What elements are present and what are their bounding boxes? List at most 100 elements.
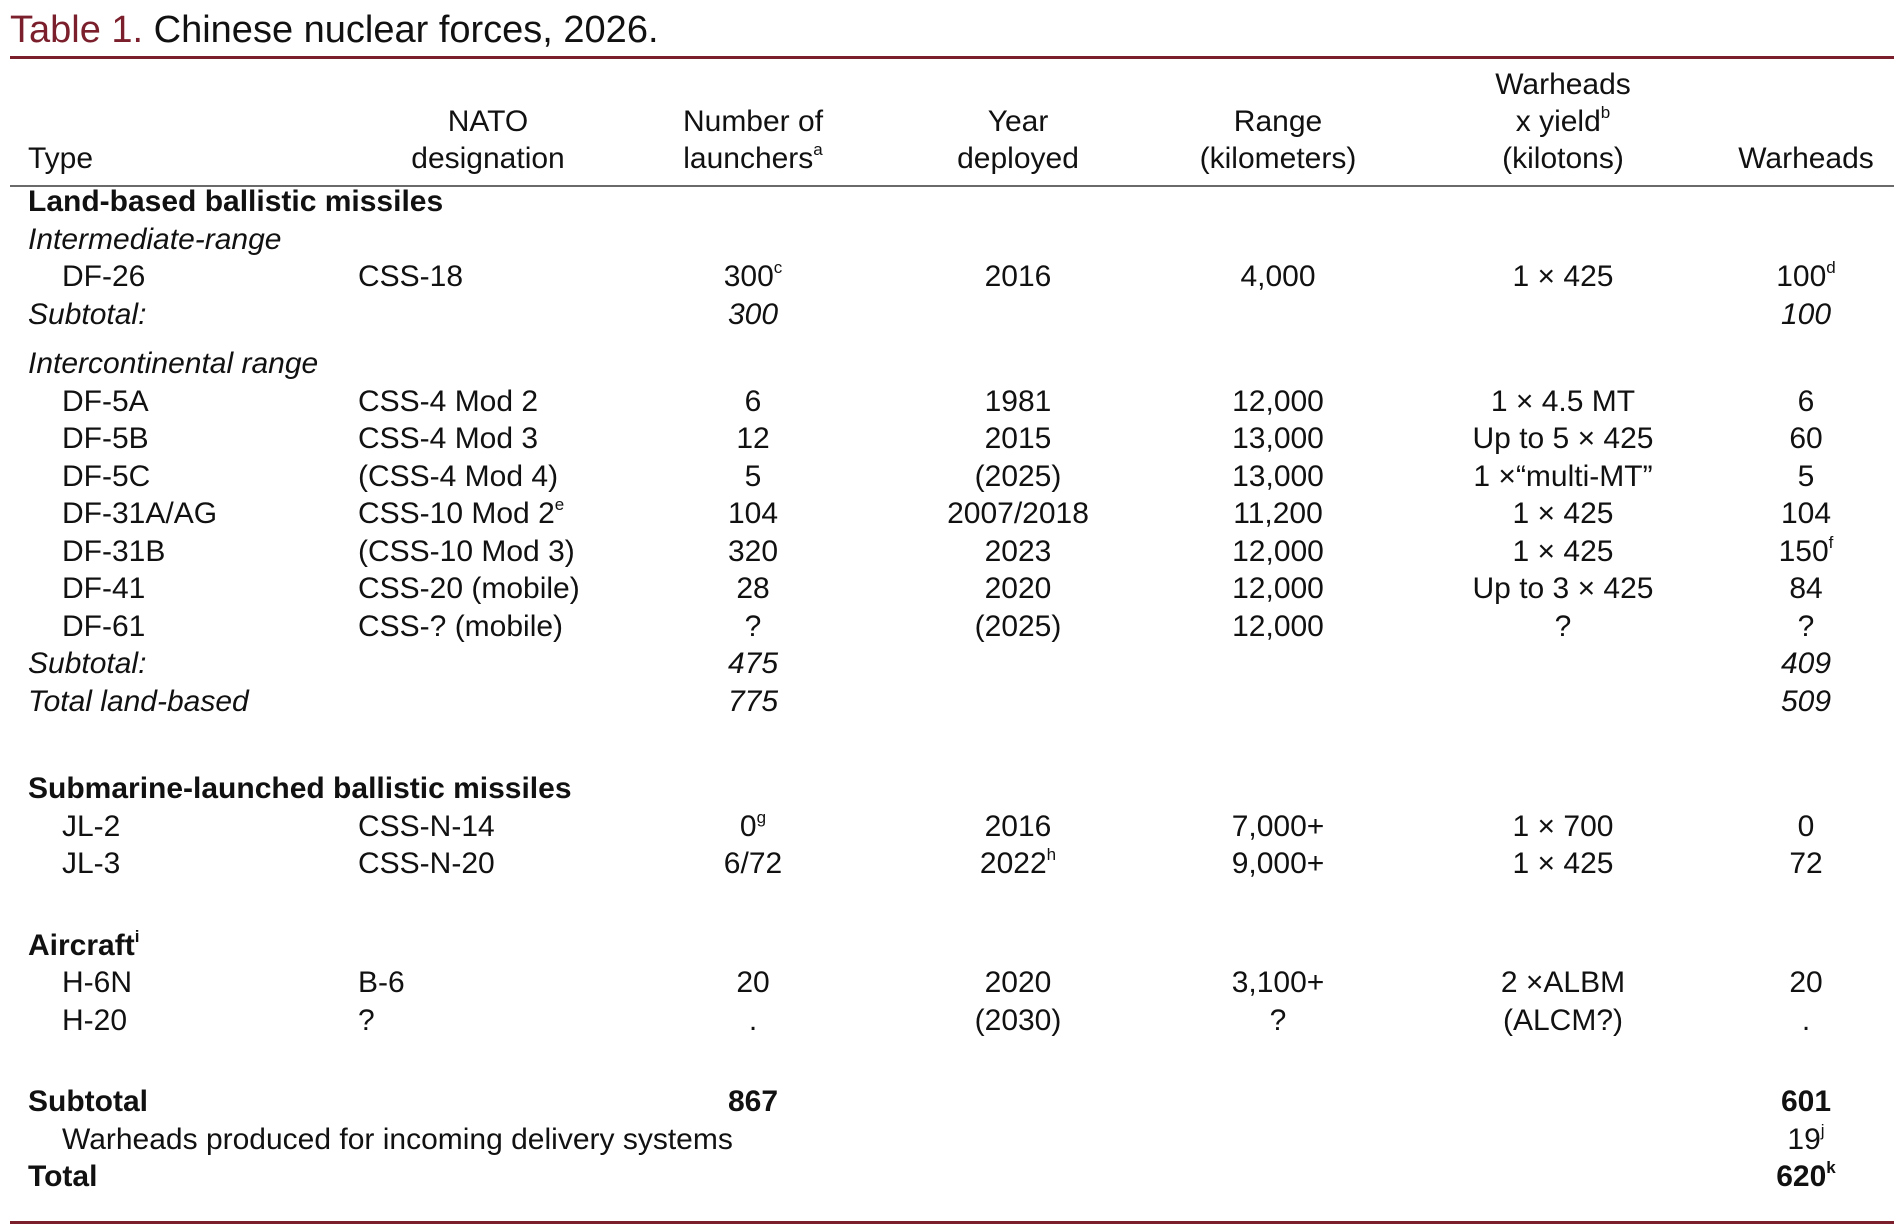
subtotal-warheads: 100: [1780, 297, 1832, 331]
cell-nato: CSS-N-20: [358, 847, 495, 880]
cell-nato: B-6: [358, 966, 405, 999]
cell-yield: Up to 5 × 425: [1472, 422, 1654, 455]
subtotal-warheads: 409: [1780, 647, 1832, 680]
cell-nato: CSS-4 Mod 2: [358, 384, 539, 418]
cell-warheads: 6: [1797, 384, 1815, 418]
subtotal-label: Subtotal:: [28, 647, 147, 680]
grand-subtotal-launchers: 867: [727, 1085, 779, 1118]
cell-type: DF-5B: [62, 422, 149, 455]
cell-range: 12,000: [1232, 384, 1324, 418]
cell-yield: 1 × 425: [1512, 847, 1614, 880]
subtotal-row: Subtotal: 475 409: [28, 645, 1894, 683]
cell-range: 12,000: [1232, 534, 1324, 568]
table-row: DF-5A CSS-4 Mod 2 6 1981 12,000 1 × 4.5 …: [28, 383, 1894, 421]
cell-type: JL-2: [62, 809, 121, 843]
cell-type: DF-5A: [62, 384, 149, 418]
subtotal-label: Subtotal:: [28, 297, 147, 331]
cell-year: 2015: [984, 422, 1052, 455]
cell-yield: (ALCM?): [1502, 1003, 1623, 1037]
footnote-marker: e: [554, 495, 565, 514]
grand-subtotal-row: Subtotal 867 601: [28, 1083, 1894, 1121]
subsection-heading-icbm: Intercontinental range: [28, 347, 319, 380]
footnote-marker: c: [773, 258, 783, 277]
col-header-range: Range (kilometers): [1199, 105, 1357, 175]
section-heading-land: Land-based ballistic missiles: [28, 185, 444, 218]
cell-year: 2022h: [979, 845, 1057, 880]
cell-nato: CSS-20 (mobile): [358, 572, 580, 605]
cell-warheads: 0: [1797, 809, 1815, 843]
cell-year: 2016: [984, 260, 1052, 293]
cell-warheads: ?: [1797, 609, 1815, 643]
cell-range: ?: [1269, 1003, 1287, 1037]
cell-yield: Up to 3 × 425: [1472, 572, 1654, 605]
cell-type: H-20: [62, 1003, 128, 1037]
cell-warheads: 72: [1789, 847, 1823, 880]
cell-launchers: 12: [736, 422, 770, 455]
table-row: DF-5B CSS-4 Mod 3 12 2015 13,000 Up to 5…: [28, 420, 1894, 458]
grand-total-row: Total 620k: [28, 1158, 1894, 1196]
top-rule: [10, 56, 1894, 59]
cell-type: DF-5C: [62, 459, 151, 493]
cell-range: 3,100+: [1231, 966, 1325, 999]
footnote-marker: a: [813, 140, 823, 159]
cell-launchers: ?: [744, 609, 762, 643]
table-row: DF-61 CSS-? (mobile) ? (2025) 12,000 ? ?: [28, 608, 1894, 646]
table-row: DF-26 CSS-18 300c 2016 4,000 1 × 425 100…: [28, 258, 1894, 296]
cell-type: H-6N: [62, 966, 133, 999]
cell-launchers: 320: [727, 534, 779, 568]
cell-range: 9,000+: [1231, 847, 1325, 880]
col-header-nato: NATO designation: [411, 105, 565, 175]
caption-label: Table 1.: [10, 9, 144, 51]
cell-warheads: 104: [1780, 497, 1832, 530]
table-row: H-6N B-6 20 2020 3,100+ 2 ×ALBM 20: [28, 964, 1894, 1002]
cell-warheads: .: [1801, 1003, 1811, 1037]
cell-yield: 1 × 425: [1512, 260, 1614, 293]
footnote-marker: j: [1820, 1120, 1825, 1140]
subtotal-launchers: 475: [727, 647, 779, 680]
total-land-label: Total land-based: [28, 684, 249, 718]
cell-type: DF-61: [62, 609, 146, 643]
cell-type: DF-26: [62, 260, 146, 293]
table-row: JL-3 CSS-N-20 6/72 2022h 9,000+ 1 × 425 …: [28, 845, 1894, 883]
cell-range: 13,000: [1232, 422, 1324, 455]
cell-type: JL-3: [62, 847, 121, 880]
cell-range: 7,000+: [1231, 809, 1325, 843]
cell-year: (2025): [974, 459, 1062, 493]
table-row: DF-41 CSS-20 (mobile) 28 2020 12,000 Up …: [28, 570, 1894, 608]
table-row: DF-31B (CSS-10 Mod 3) 320 2023 12,000 1 …: [28, 533, 1894, 571]
section-heading-aircraft: Aircrafti: [28, 926, 140, 962]
table-row: DF-5C (CSS-4 Mod 4) 5 (2025) 13,000 1 ×“…: [28, 458, 1894, 496]
subsection-heading-row: Intermediate-range: [28, 221, 1894, 259]
cell-launchers: 0g: [739, 807, 767, 843]
cell-nato: CSS-? (mobile): [358, 609, 564, 643]
footnote-marker: d: [1826, 258, 1836, 277]
cell-range: 12,000: [1232, 609, 1324, 643]
footnote-marker: k: [1826, 1158, 1836, 1177]
produced-warheads-value: 19j: [1787, 1120, 1825, 1156]
cell-yield: 1 × 425: [1512, 534, 1614, 568]
cell-range: 13,000: [1232, 459, 1324, 493]
col-header-yield: Warheads x yieldb (kilotons): [1495, 68, 1631, 175]
cell-year: 2007/2018: [947, 497, 1089, 530]
cell-year: (2025): [974, 609, 1062, 643]
cell-type: DF-31A/AG: [62, 497, 218, 530]
cell-year: 2020: [984, 572, 1052, 605]
cell-year: 1981: [984, 384, 1052, 418]
cell-year: 2023: [984, 534, 1052, 568]
section-heading-row: Submarine-launched ballistic missiles: [28, 770, 1894, 808]
caption-text: Chinese nuclear forces, 2026.: [153, 9, 659, 51]
cell-nato: CSS-N-14: [358, 809, 495, 843]
footnote-marker: b: [1600, 103, 1611, 122]
produced-warheads-row: Warheads produced for incoming delivery …: [28, 1121, 1894, 1159]
cell-yield: 1 × 700: [1512, 809, 1614, 843]
cell-type: DF-31B: [62, 534, 166, 568]
grand-subtotal-label: Subtotal: [28, 1085, 148, 1118]
bottom-rule: [10, 1221, 1894, 1224]
cell-range: 4,000: [1240, 260, 1316, 293]
cell-launchers: .: [748, 1003, 758, 1037]
cell-yield: ?: [1554, 609, 1572, 643]
cell-year: 2020: [984, 966, 1052, 999]
grand-total-label: Total: [28, 1160, 98, 1193]
cell-yield: 2 ×ALBM: [1500, 966, 1626, 999]
footnote-marker: f: [1828, 532, 1834, 552]
